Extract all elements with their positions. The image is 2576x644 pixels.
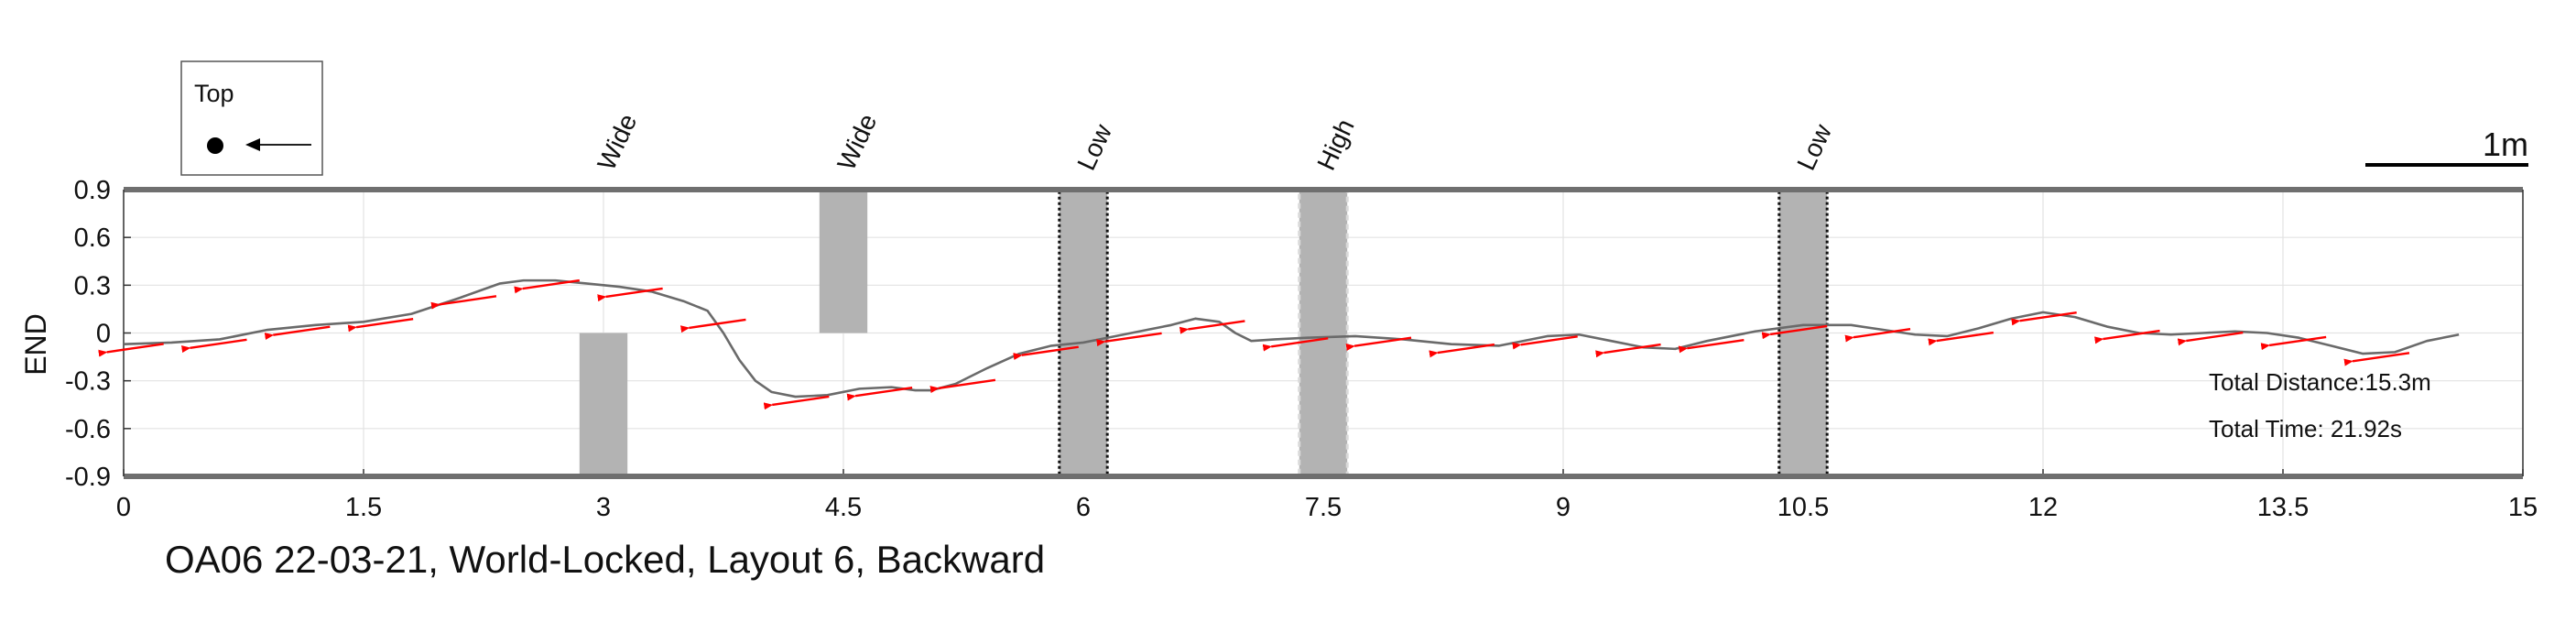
x-tick-label: 3 — [596, 493, 611, 522]
total-distance-annotation: Total Distance:15.3m — [2209, 368, 2431, 396]
y-tick-label: 0.3 — [74, 271, 111, 300]
heading-arrow — [523, 280, 580, 289]
obstacle-wide-0 — [580, 333, 627, 477]
x-tick-label: 6 — [1076, 493, 1091, 522]
y-tick-label: -0.9 — [65, 463, 111, 492]
x-tick-label: 7.5 — [1305, 493, 1342, 522]
obstacle-high-3 — [1299, 190, 1347, 476]
legend-label: Top — [194, 80, 234, 107]
total-time-annotation: Total Time: 21.92s — [2209, 415, 2402, 442]
heading-arrows — [107, 280, 2409, 405]
x-tick-label: 0 — [116, 493, 131, 522]
x-tick-label: 1.5 — [345, 493, 382, 522]
obstacle-low-2 — [1060, 190, 1107, 476]
y-tick-label: 0.9 — [74, 176, 111, 205]
y-tick-label: 0.6 — [74, 224, 111, 253]
x-tick-label: 15 — [2508, 493, 2538, 522]
x-tick-label: 10.5 — [1777, 493, 1829, 522]
scale-bar: 1m — [2365, 126, 2528, 165]
obstacle-wide-1 — [820, 190, 867, 333]
legend: Top — [181, 61, 322, 175]
x-tick-label: 9 — [1556, 493, 1571, 522]
x-tick-label: 4.5 — [825, 493, 862, 522]
heading-arrow — [107, 344, 164, 352]
obstacle-label: Wide — [592, 110, 642, 175]
y-tick-label: -0.6 — [65, 415, 111, 444]
obstacle-label: High — [1311, 115, 1359, 174]
x-tick-label: 12 — [2028, 493, 2058, 522]
heading-arrow — [440, 296, 496, 304]
y-tick-label: -0.3 — [65, 367, 111, 397]
heading-arrow — [356, 319, 413, 327]
legend-box — [181, 61, 322, 175]
x-tick-label: 13.5 — [2257, 493, 2309, 522]
y-tick-label: 0 — [96, 320, 111, 349]
obstacle-label: Low — [1791, 119, 1837, 174]
legend-marker-icon — [207, 137, 223, 154]
y-axis-label: END — [19, 313, 52, 376]
obstacle-label: Wide — [831, 110, 882, 175]
chart-title: OA06 22-03-21, World-Locked, Layout 6, B… — [165, 538, 1045, 581]
scale-bar-label: 1m — [2483, 126, 2528, 163]
heading-arrow — [772, 397, 829, 405]
obstacle-label: Low — [1071, 119, 1117, 174]
